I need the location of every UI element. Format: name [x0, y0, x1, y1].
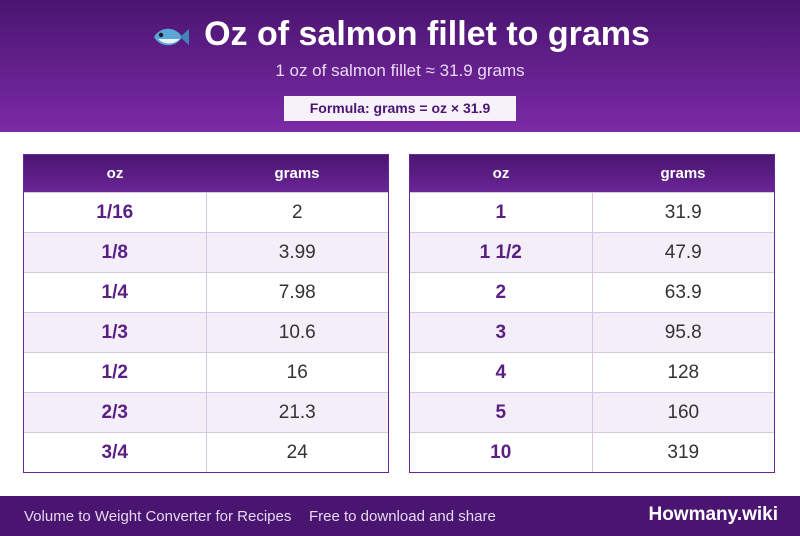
table-row: 1/8 3.99	[24, 232, 388, 272]
grams-cell: 24	[286, 441, 308, 463]
table-row: 1 1/2 47.9	[410, 232, 774, 272]
column-header: grams	[274, 165, 320, 182]
grams-cell: 16	[286, 361, 308, 383]
table-row: 3/4 24	[24, 432, 388, 472]
table-row: 4 128	[410, 352, 774, 392]
table-row: 1/4 7.98	[24, 272, 388, 312]
grams-cell: 3.99	[278, 241, 316, 263]
table-row: 10 319	[410, 432, 774, 472]
table-row: 1/16 2	[24, 192, 388, 232]
conversion-table: oz grams 1 31.9 1 1/2 47.9 2 63.9 3 95.8 4 128 5 160 1…	[409, 154, 775, 473]
oz-cell: 2/3	[24, 393, 207, 432]
header: Oz of salmon fillet to grams 1 oz of sal…	[0, 0, 800, 132]
table-row: 1 31.9	[410, 192, 774, 232]
oz-cell: 5	[410, 393, 593, 432]
oz-cell: 1	[410, 193, 593, 232]
grams-cell: 160	[667, 401, 700, 423]
title-line: Oz of salmon fillet to grams	[0, 12, 800, 56]
brand[interactable]: Howmany.wiki	[648, 504, 778, 525]
table-row: 5 160	[410, 392, 774, 432]
grams-cell: 128	[667, 361, 700, 383]
subtitle: 1 oz of salmon fillet ≈ 31.9 grams	[275, 61, 525, 80]
oz-cell: 3	[410, 313, 593, 352]
table-row: 2 63.9	[410, 272, 774, 312]
grams-cell: 47.9	[664, 241, 702, 263]
oz-cell: 10	[410, 433, 593, 472]
header-row: oz grams	[410, 155, 774, 192]
footer-text: Volume to Weight Converter for Recipes	[24, 508, 292, 525]
grams-cell: 95.8	[664, 321, 702, 343]
column-header: oz	[106, 165, 124, 182]
grams-cell: 7.98	[278, 281, 316, 303]
oz-cell: 4	[410, 353, 593, 392]
grams-cell: 21.3	[278, 401, 316, 423]
column-header: grams	[660, 165, 706, 182]
grams-cell: 31.9	[664, 201, 702, 223]
oz-cell: 1/2	[24, 353, 207, 392]
oz-cell: 1/16	[24, 193, 207, 232]
table-row: 1/2 16	[24, 352, 388, 392]
grams-cell: 10.6	[278, 321, 316, 343]
column-header: oz	[492, 165, 510, 182]
table-row: 3 95.8	[410, 312, 774, 352]
grams-cell: 319	[667, 441, 700, 463]
formula: Formula: grams = oz × 31.9	[284, 96, 516, 121]
fish-icon	[154, 28, 190, 46]
oz-cell: 1 1/2	[410, 233, 593, 272]
oz-cell: 1/3	[24, 313, 207, 352]
oz-cell: 3/4	[24, 433, 207, 472]
grams-cell: 63.9	[664, 281, 702, 303]
table-row: 2/3 21.3	[24, 392, 388, 432]
footer: Volume to Weight Converter for Recipes F…	[0, 496, 800, 536]
grams-cell: 2	[291, 201, 303, 223]
oz-cell: 1/8	[24, 233, 207, 272]
table-row: 1/3 10.6	[24, 312, 388, 352]
footer-tagline: Free to download and share	[309, 508, 496, 525]
title: Oz of salmon fillet to grams	[204, 15, 650, 53]
oz-cell: 1/4	[24, 273, 207, 312]
conversion-table: oz grams 1/16 2 1/8 3.99 1/4 7.98 1/3 10.6 1/2 16 2/…	[23, 154, 389, 473]
oz-cell: 2	[410, 273, 593, 312]
header-row: oz grams	[24, 155, 388, 192]
